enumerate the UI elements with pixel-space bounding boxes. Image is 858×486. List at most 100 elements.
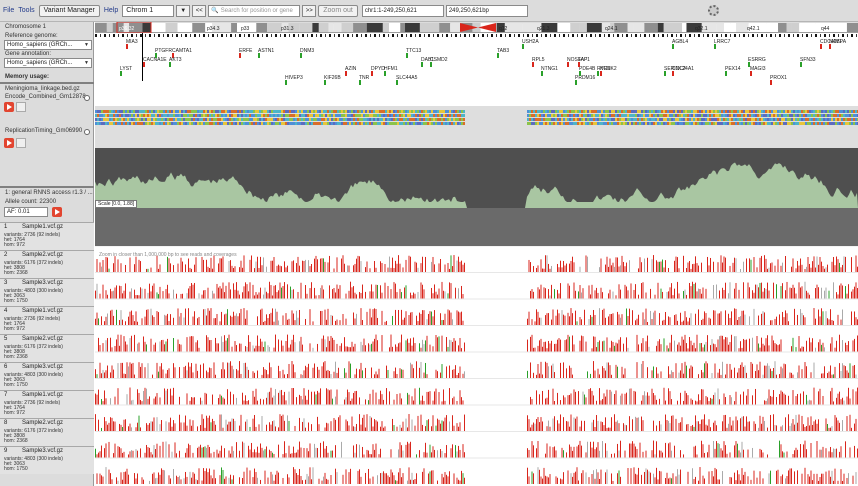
variant-bar <box>567 395 569 405</box>
gene-label[interactable]: COL24A1 <box>672 66 694 72</box>
gene-label[interactable]: SERINC2 <box>664 66 686 72</box>
chromosome-select[interactable]: Chrom 1 <box>122 4 175 17</box>
gene-label[interactable]: KIF26B <box>324 75 341 81</box>
variant-bar <box>314 258 315 272</box>
track2-toggle-icon[interactable] <box>84 129 90 135</box>
menu-tools[interactable]: Tools <box>18 7 35 14</box>
menu-file[interactable]: File <box>3 7 15 14</box>
variant-manager-button[interactable]: Variant Manager <box>38 4 100 17</box>
gene-label[interactable]: DPYD <box>371 66 385 72</box>
zoom-out-button[interactable]: Zoom out <box>318 4 358 17</box>
variant-bar <box>738 317 740 325</box>
variant-bar <box>851 291 852 299</box>
gene-label[interactable]: CAMTA1 <box>172 48 192 54</box>
sample-row[interactable]: 2 Sample2.vcf.gz variants: 6176 (372 indel… <box>0 250 94 278</box>
chromosome-dropdown-icon[interactable]: ▼ <box>176 4 191 17</box>
gene-label[interactable]: SLC44A5 <box>396 75 418 81</box>
reference-genome-select[interactable]: Homo_sapiens (GRCh... ▼ <box>4 40 92 50</box>
gene-label[interactable]: SFN33 <box>800 57 816 63</box>
variant-bar <box>200 444 201 458</box>
gene-label[interactable]: HIVEP3 <box>285 75 303 81</box>
track1-toggle-icon[interactable] <box>84 95 90 101</box>
gene-label[interactable]: USH2A <box>522 39 539 45</box>
gene-label[interactable]: DAB1 <box>421 57 435 63</box>
gene-label[interactable]: RYR2 <box>597 66 611 72</box>
settings-gear-icon[interactable] <box>707 5 719 16</box>
gene-label[interactable]: LYST <box>120 66 133 72</box>
chromosome-ideogram[interactable]: p36.32 p34.3 p33 p31.3 q12 q21.3 q24.1 q32.1 q42… <box>95 22 858 33</box>
sample-row[interactable]: 9 Sample3.vcf.gz variants: 4803 (300 indel… <box>0 446 94 474</box>
gene-label[interactable]: HFM1 <box>384 66 398 72</box>
replication-timing-track[interactable]: Scale [0.0, 1.88] <box>95 148 858 208</box>
methylation-cell <box>201 110 203 113</box>
gene-label[interactable]: PROX1 <box>770 75 787 81</box>
methylation-cell <box>609 122 611 125</box>
gene-label[interactable]: MAGI3 <box>750 66 766 72</box>
gene-annotation-track[interactable]: PRDM16 CAMTA1 ERFE AZIN SFN33 CSMD2 HIVEP3 AGBL… <box>95 33 858 105</box>
gene-label[interactable]: CACNA1E <box>143 57 167 63</box>
variant-bar <box>728 313 729 325</box>
variant-tracks[interactable]: Zoom in closer than 1,000,000 bp to see … <box>95 246 858 486</box>
gene-label[interactable]: DNM3 <box>300 48 315 54</box>
variant-bar <box>560 362 561 378</box>
gene-label[interactable]: AZIN <box>345 66 357 72</box>
forward-button[interactable]: >> <box>302 4 317 17</box>
sample-row[interactable]: 7 Sample1.vcf.gz variants: 2736 (92 indels… <box>0 390 94 418</box>
sample-row[interactable]: 1 Sample1.vcf.gz variants: 2736 (92 indels… <box>0 222 94 250</box>
variant-bar <box>453 425 455 431</box>
track2-checkbox[interactable] <box>16 138 26 148</box>
gene-label[interactable]: LRRC7 <box>714 39 731 45</box>
menu-help[interactable]: Help <box>103 7 119 14</box>
variant-bar <box>393 475 395 484</box>
sample-row[interactable]: 3 Sample3.vcf.gz variants: 4803 (300 indel… <box>0 278 94 306</box>
gene-label[interactable]: RPL5 <box>532 57 545 63</box>
track2-play-button[interactable] <box>4 138 14 148</box>
variant-bar <box>218 453 219 458</box>
variant-bar <box>225 476 227 484</box>
gene-label[interactable]: TAB3 <box>497 48 510 54</box>
methylation-cell <box>457 110 459 113</box>
search-input[interactable]: 🔍 Search for position or gene <box>208 4 301 17</box>
gene-label[interactable]: NOS1AP <box>567 57 588 63</box>
methylation-cell <box>239 118 241 121</box>
variant-bar <box>599 478 600 484</box>
variant-bar <box>618 423 620 431</box>
gene-label[interactable]: AKT3 <box>169 57 182 63</box>
gene-label[interactable]: PDE4B <box>579 66 596 72</box>
gene-label[interactable]: AGBL4 <box>672 39 689 45</box>
variant-bar <box>144 387 146 405</box>
gene-label[interactable]: MIA3 <box>126 39 138 45</box>
sample-row[interactable]: 5 Sample2.vcf.gz variants: 6176 (372 indel… <box>0 334 94 362</box>
track1-play-button[interactable] <box>4 102 14 112</box>
track1-checkbox[interactable] <box>16 102 26 112</box>
gene-label[interactable]: PRDM16 <box>575 75 596 81</box>
af-input[interactable]: AF: 0.01 <box>4 207 48 217</box>
sample-row[interactable]: 6 Sample3.vcf.gz variants: 4803 (300 indel… <box>0 362 94 390</box>
af-apply-button[interactable] <box>52 207 62 217</box>
methylation-track[interactable] <box>95 106 858 148</box>
gene-label[interactable]: TNR <box>359 75 370 81</box>
variant-bar <box>146 344 147 352</box>
sample-row[interactable]: 4 Sample1.vcf.gz variants: 2736 (92 indels… <box>0 306 94 334</box>
gene-annotation-select[interactable]: Homo_sapiens (GRCh... ▼ <box>4 58 92 68</box>
variant-bar <box>599 340 600 352</box>
gene-label[interactable]: ESRRG <box>748 57 766 63</box>
locus-field[interactable]: chr1:1-249,250,621 <box>361 4 444 17</box>
variant-bar <box>273 453 275 458</box>
gene-label[interactable]: FAF1 <box>578 57 590 63</box>
gene-label[interactable]: CSMD2 <box>430 57 448 63</box>
back-button[interactable]: << <box>192 4 207 17</box>
gene-label[interactable]: PEX14 <box>725 66 741 72</box>
gene-label[interactable]: KCNK2 <box>600 66 617 72</box>
gene-label[interactable]: TTC13 <box>406 48 422 54</box>
methylation-cell <box>583 122 585 125</box>
gene-label[interactable]: ERFE <box>239 48 253 54</box>
sample-row[interactable]: 8 Sample2.vcf.gz variants: 6176 (372 indel… <box>0 418 94 446</box>
gene-label[interactable]: NTNG1 <box>541 66 558 72</box>
gene-label[interactable]: PTGFR <box>155 48 172 54</box>
gene-label[interactable]: CDC42BPA <box>820 39 847 45</box>
variant-bar <box>795 396 797 405</box>
gene-label[interactable]: ASTN1 <box>258 48 275 54</box>
methylation-cell <box>855 122 857 125</box>
gene-label[interactable]: NAV1 <box>829 39 842 45</box>
